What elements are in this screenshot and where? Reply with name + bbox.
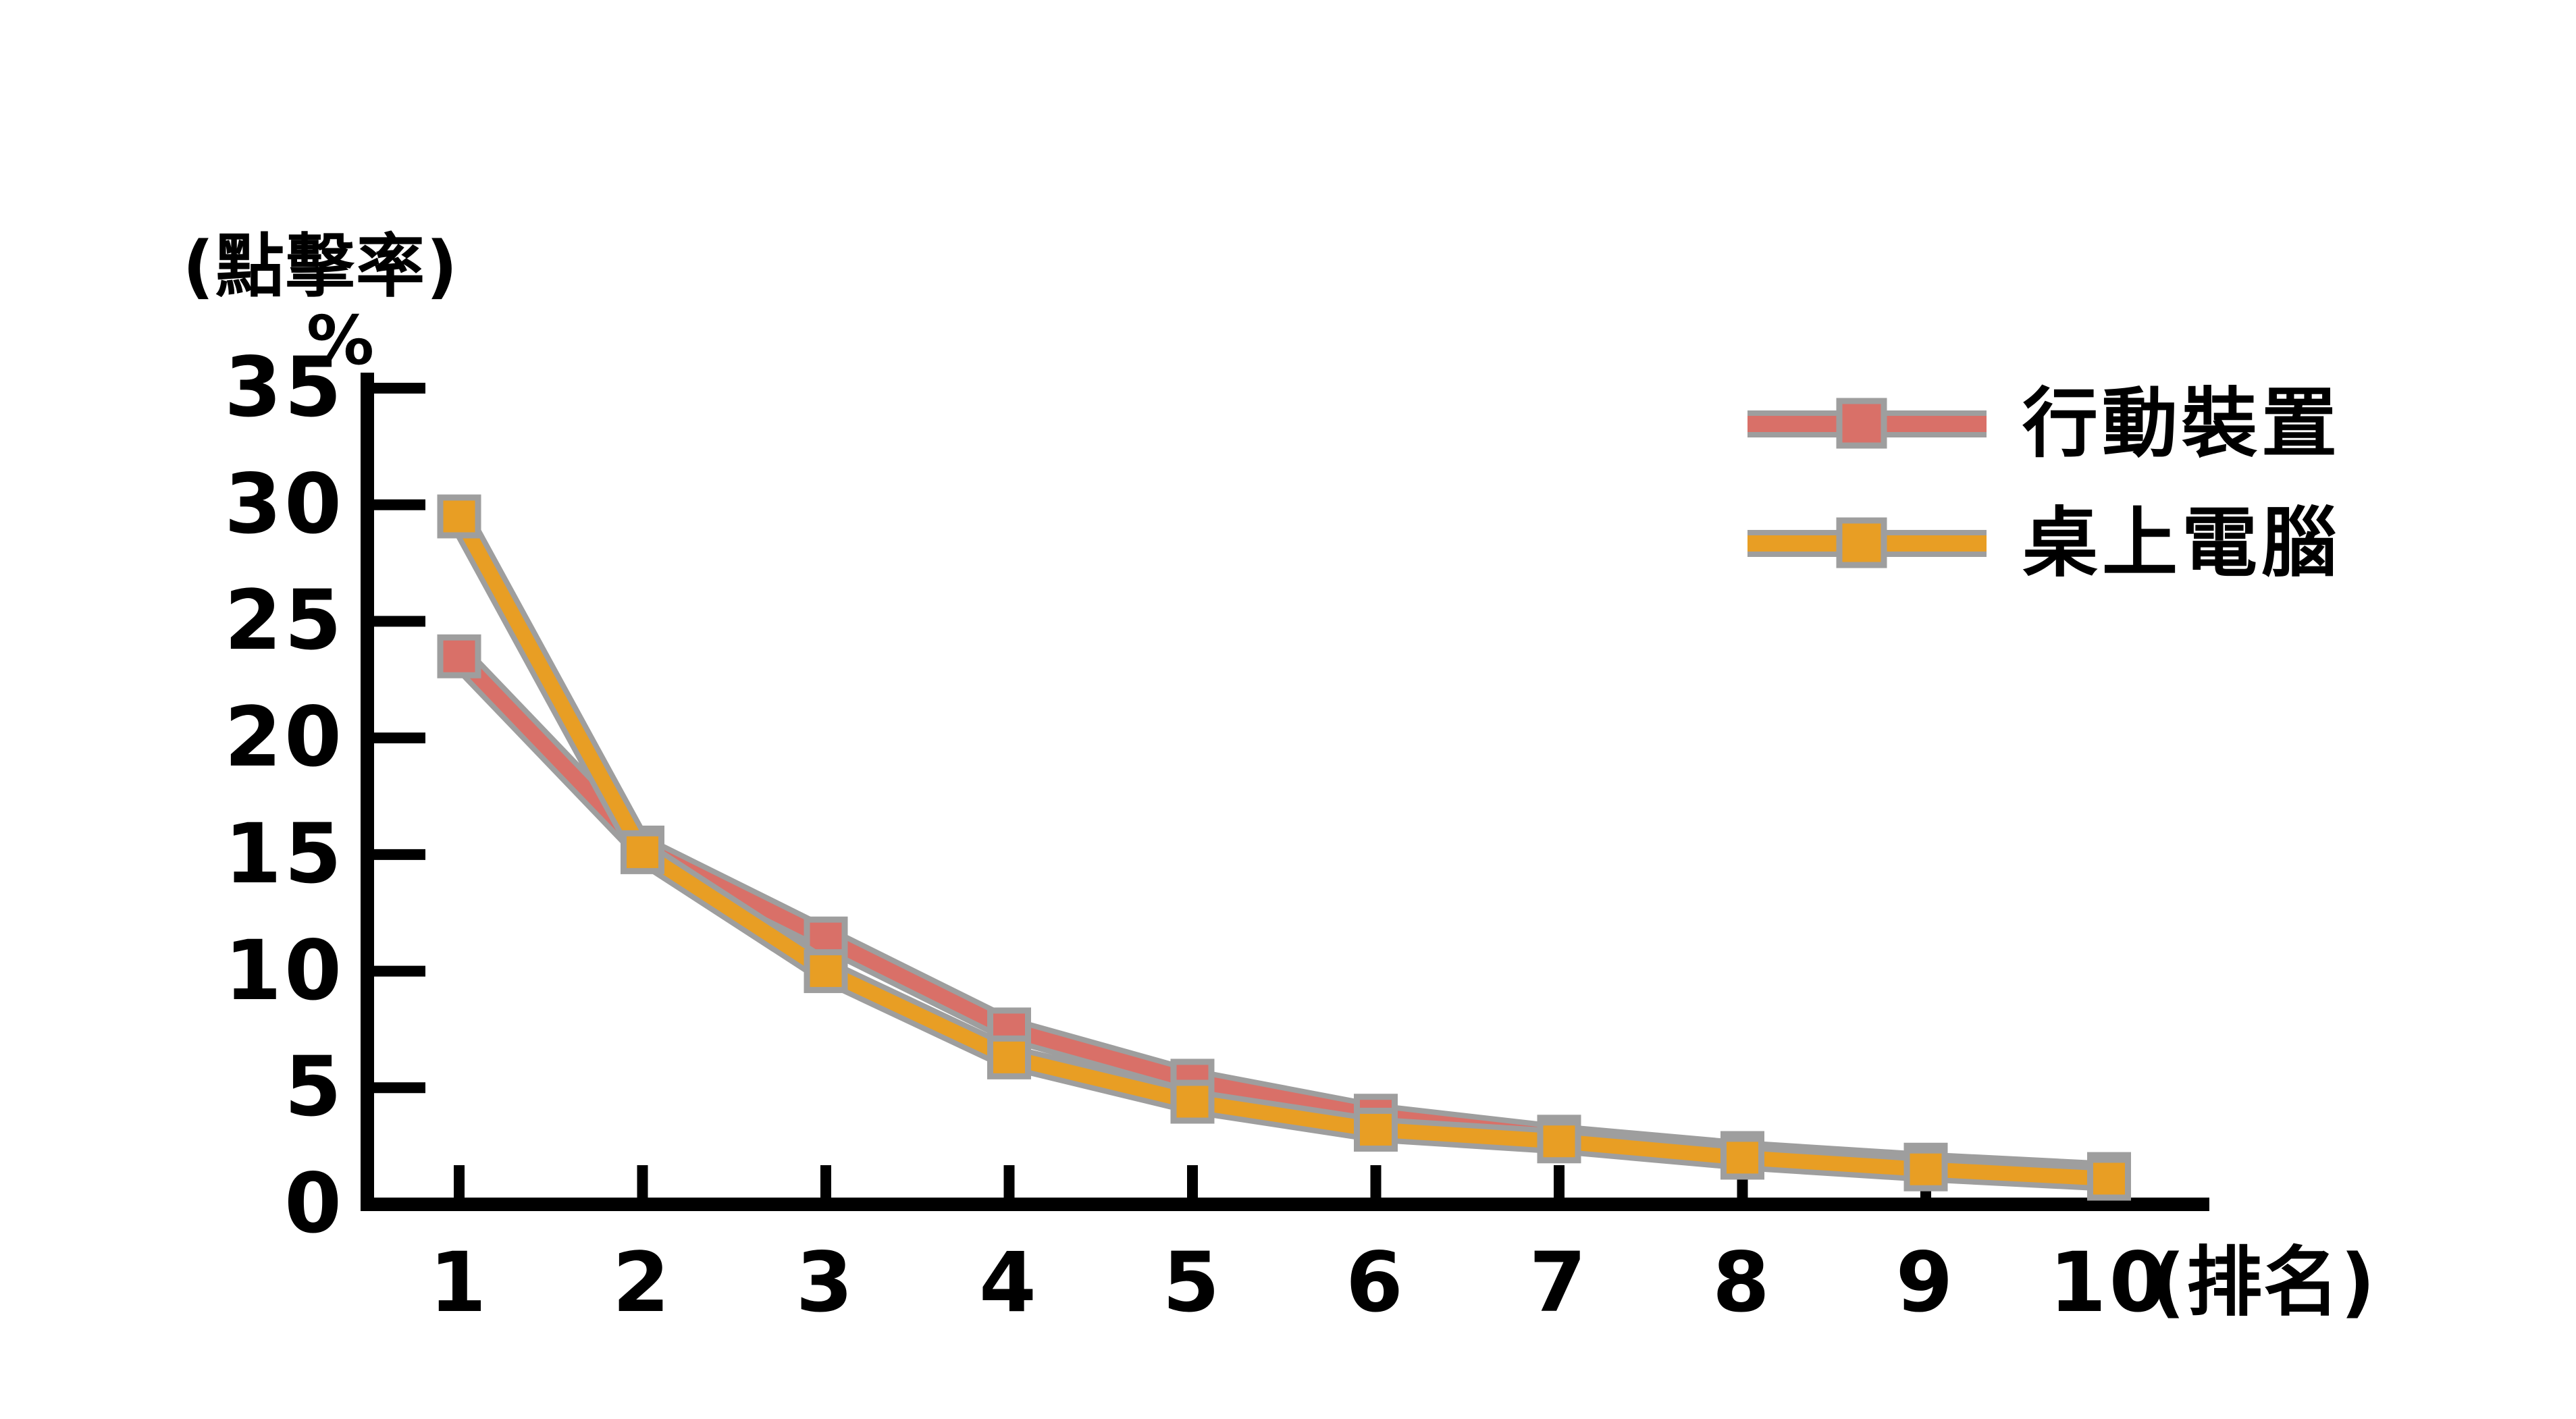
y-axis-title: (點擊率): [182, 227, 459, 307]
data-point-marker-s1-r9: [1903, 1147, 1948, 1192]
legend-item-desktop: 桌上電腦: [1742, 496, 2485, 591]
x-tick-label: 3: [795, 1235, 856, 1331]
data-point-marker-s1-r3: [804, 949, 848, 994]
y-tick-label: 30: [224, 456, 344, 552]
series-line-1: [452, 512, 2110, 1186]
y-tick-label: 10: [224, 922, 344, 1019]
y-tick-label: 25: [224, 572, 344, 669]
data-point-marker-s1-r5: [1170, 1079, 1215, 1124]
y-tick-label: 15: [224, 805, 344, 902]
x-tick-label: 4: [979, 1235, 1039, 1331]
desktop-series-swatch-icon: [1747, 517, 1987, 568]
legend-label-desktop: 桌上電腦: [2022, 500, 2341, 587]
data-point-marker-s1-r4: [987, 1035, 1031, 1079]
x-tick-label: 9: [1895, 1235, 1956, 1331]
x-tick-label: 1: [429, 1235, 490, 1331]
x-tick-label: 2: [612, 1235, 673, 1331]
series-line-halo-1: [448, 510, 2110, 1192]
data-point-marker-s1-r8: [1720, 1135, 1764, 1180]
series-line-0: [454, 651, 2110, 1182]
data-point-marker-s1-r7: [1537, 1119, 1581, 1164]
x-tick-label: 5: [1162, 1235, 1223, 1331]
y-tick-label: 35: [224, 340, 344, 435]
y-tick-label: 0: [284, 1156, 344, 1252]
data-point-marker-s1-r1: [437, 494, 481, 539]
data-point-marker-s1-r10: [2087, 1156, 2131, 1201]
data-point-marker-s1-r2: [621, 830, 664, 874]
x-tick-label: 10: [2049, 1235, 2170, 1331]
data-point-marker-s0-r1: [437, 634, 481, 678]
x-axis-title: (排名): [2151, 1239, 2377, 1327]
x-tick-label: 7: [1529, 1235, 1589, 1331]
legend-item-mobile: 行動裝置: [1742, 377, 2485, 471]
x-tick-label: 6: [1346, 1235, 1406, 1331]
legend-label-mobile: 行動裝置: [2022, 380, 2341, 468]
mobile-series-swatch-icon: [1747, 398, 1987, 449]
x-tick-label: 8: [1712, 1235, 1772, 1331]
data-point-marker-s1-r6: [1354, 1107, 1398, 1152]
y-axis-unit: %: [306, 301, 376, 380]
y-tick-label: 5: [284, 1039, 344, 1135]
y-tick-label: 20: [224, 689, 344, 786]
